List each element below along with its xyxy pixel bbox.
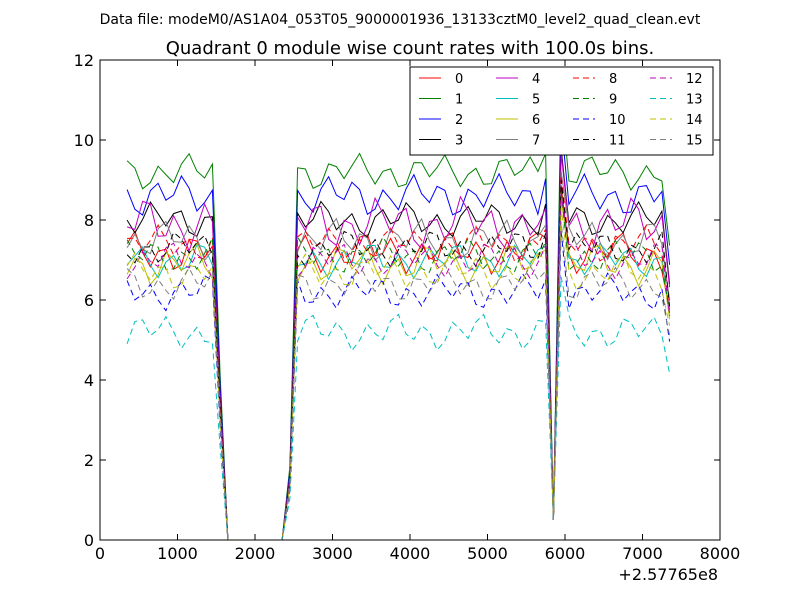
chart-title: Quadrant 0 module wise count rates with … — [166, 38, 655, 59]
legend-label: 14 — [686, 113, 703, 128]
legend-label: 5 — [532, 93, 540, 108]
x-tick-label: 3000 — [312, 544, 353, 563]
series-line-3 — [126, 147, 671, 541]
series-line-0 — [126, 184, 671, 541]
series-line-15 — [126, 221, 671, 541]
x-tick-label: 1000 — [157, 544, 198, 563]
series-line-2 — [126, 120, 671, 541]
x-tick-label: 8000 — [700, 544, 741, 563]
legend-label: 6 — [532, 113, 540, 128]
legend-label: 3 — [455, 134, 463, 149]
legend-label: 2 — [455, 113, 463, 128]
legend-label: 7 — [532, 134, 540, 149]
x-axis: 0 1000 2000 3000 4000 5000 6000 7000 8000 — [95, 60, 740, 563]
legend-box — [409, 66, 714, 156]
y-tick-label: 2 — [84, 451, 94, 470]
legend-label: 9 — [609, 93, 617, 108]
legend-label: 15 — [686, 134, 703, 149]
legend-label: 10 — [609, 113, 626, 128]
data-file-label: Data file: modeM0/AS1A04_053T05_90000019… — [100, 12, 701, 28]
legend-label: 4 — [532, 72, 540, 87]
x-tick-label: 0 — [95, 544, 105, 563]
x-tick-label: 7000 — [622, 544, 663, 563]
x-offset-label: +2.57765e8 — [618, 565, 718, 584]
legend-label: 13 — [686, 93, 703, 108]
series-line-7 — [126, 170, 671, 541]
series-line-8 — [127, 175, 671, 541]
legend-label: 1 — [455, 93, 463, 108]
series-line-14 — [126, 207, 671, 541]
y-tick-label: 8 — [84, 211, 94, 230]
series-line-10 — [126, 230, 671, 541]
y-tick-label: 0 — [84, 531, 94, 550]
y-tick-label: 10 — [74, 131, 94, 150]
series-line-1 — [126, 92, 671, 541]
x-tick-label: 5000 — [467, 544, 508, 563]
legend-label: 12 — [686, 72, 703, 87]
series-line-11 — [126, 180, 671, 541]
series-line-13 — [126, 276, 671, 541]
series-line-9 — [126, 189, 671, 541]
y-tick-label: 6 — [84, 291, 94, 310]
x-tick-label: 4000 — [390, 544, 431, 563]
series-line-12 — [126, 193, 671, 541]
y-tick-label: 4 — [84, 371, 94, 390]
legend-label: 0 — [455, 72, 463, 87]
x-tick-label: 6000 — [545, 544, 586, 563]
legend-label: 8 — [609, 72, 617, 87]
plot-lines — [126, 92, 671, 541]
series-line-4 — [126, 152, 671, 541]
y-tick-label: 12 — [74, 51, 94, 70]
legend-label: 11 — [609, 134, 626, 149]
x-tick-label: 2000 — [235, 544, 276, 563]
